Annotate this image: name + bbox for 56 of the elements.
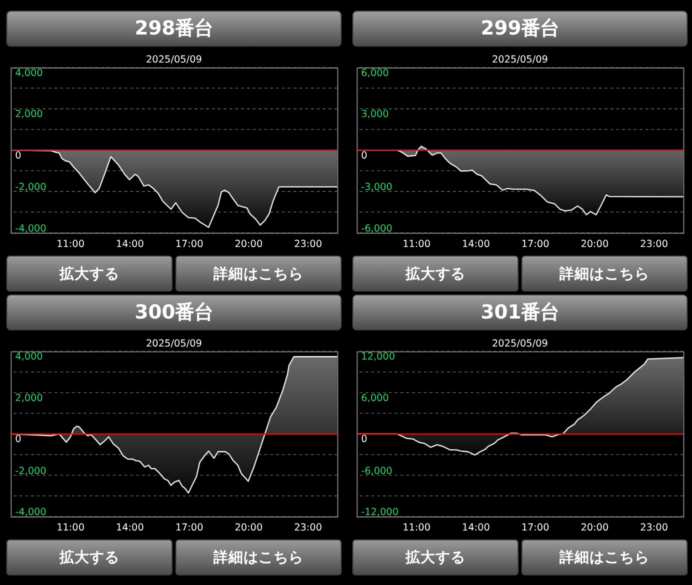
x-tick-label: 14:00 (462, 238, 490, 250)
y-tick-label: -6,000 (361, 466, 392, 477)
x-tick-label: 14:00 (116, 238, 144, 250)
x-tick-label: 17:00 (521, 522, 550, 534)
x-tick-label: 17:00 (175, 522, 204, 534)
y-tick-label: -3,000 (361, 182, 392, 193)
x-tick-label: 23:00 (294, 238, 322, 250)
text: 詳細はこちら (558, 265, 650, 282)
x-tick-label: 11:00 (402, 522, 431, 534)
y-tick-label: -4,000 (15, 223, 46, 234)
y-tick-label: -2,000 (15, 182, 46, 193)
text: 拡大する (58, 265, 120, 282)
y-tick-label: -2,000 (15, 466, 46, 477)
x-tick-label: 14:00 (116, 522, 144, 534)
text: 詳細はこちら (212, 265, 304, 282)
text: 詳細はこちら (558, 549, 650, 566)
x-tick-label: 14:00 (462, 522, 490, 534)
y-tick-label: 12,000 (361, 352, 396, 363)
x-tick-label: 11:00 (56, 522, 85, 534)
y-tick-label: 3,000 (361, 109, 389, 120)
chart-title: 298番台 (134, 16, 214, 40)
y-tick-label: 0 (361, 150, 368, 162)
x-tick-label: 17:00 (175, 238, 204, 250)
x-tick-label: 20:00 (580, 522, 609, 534)
x-tick-label: 17:00 (521, 238, 550, 250)
text: 拡大する (404, 549, 466, 566)
chart-subtitle: 2025/05/09 (492, 54, 548, 66)
chart-subtitle: 2025/05/09 (492, 338, 548, 350)
x-tick-label: 20:00 (234, 522, 263, 534)
y-tick-label: 0 (15, 150, 22, 162)
y-tick-label: 4,000 (15, 352, 43, 363)
x-tick-label: 23:00 (640, 522, 668, 534)
y-tick-label: 4,000 (15, 68, 43, 79)
x-tick-label: 11:00 (56, 238, 85, 250)
y-tick-label: -4,000 (15, 507, 46, 518)
x-tick-label: 20:00 (580, 238, 609, 250)
text: 拡大する (58, 549, 120, 566)
text: 詳細はこちら (212, 549, 304, 566)
chart-subtitle: 2025/05/09 (146, 54, 202, 66)
x-tick-label: 23:00 (294, 522, 322, 534)
y-tick-label: -6,000 (361, 223, 392, 234)
chart-title: 301番台 (480, 300, 560, 324)
chart-title: 299番台 (480, 16, 560, 40)
chart-title: 300番台 (134, 300, 214, 324)
y-tick-label: 0 (15, 434, 22, 446)
y-tick-label: 2,000 (15, 109, 43, 120)
y-tick-label: 0 (361, 434, 368, 446)
text: 拡大する (404, 265, 466, 282)
x-tick-label: 20:00 (234, 238, 263, 250)
y-tick-label: -12,000 (361, 507, 399, 518)
chart-subtitle: 2025/05/09 (146, 338, 202, 350)
x-tick-label: 11:00 (402, 238, 431, 250)
y-tick-label: 2,000 (15, 392, 43, 404)
x-tick-label: 23:00 (640, 238, 668, 250)
y-tick-label: 6,000 (361, 392, 389, 404)
y-tick-label: 6,000 (361, 68, 389, 79)
